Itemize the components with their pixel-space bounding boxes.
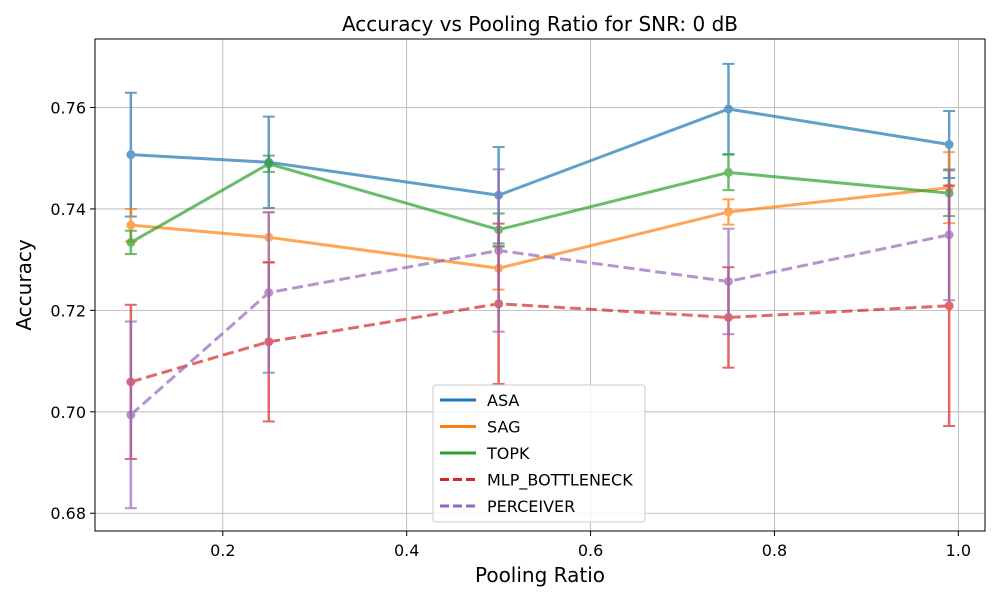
legend: ASA SAG TOPK MLP_BOTTLENECK PERCEIVER: [432, 384, 646, 523]
x-tick-label: 0.2: [210, 541, 235, 560]
data-point: [723, 104, 733, 114]
tick-layer: 0.2 0.4 0.6 0.8 1.0 0.68 0.70 0.72 0.74 0.76: [50, 98, 971, 560]
data-point: [944, 230, 954, 240]
x-tick-label: 0.6: [578, 541, 603, 560]
y-tick-label: 0.70: [50, 403, 86, 422]
data-point: [264, 288, 274, 298]
legend-label: SAG: [487, 418, 521, 437]
x-tick-label: 1.0: [946, 541, 971, 560]
data-point: [126, 237, 136, 247]
chart-title: Accuracy vs Pooling Ratio for SNR: 0 dB: [342, 12, 738, 36]
y-tick-label: 0.72: [50, 301, 86, 320]
x-tick-label: 0.4: [394, 541, 419, 560]
y-tick-label: 0.68: [50, 504, 86, 523]
legend-label: ASA: [487, 391, 519, 410]
data-point: [723, 207, 733, 217]
data-point: [723, 167, 733, 177]
data-point: [264, 159, 274, 169]
legend-box: [432, 384, 646, 523]
y-tick-label: 0.76: [50, 98, 86, 117]
data-point: [126, 220, 136, 230]
data-point: [723, 276, 733, 286]
data-point: [494, 246, 504, 256]
data-point: [944, 140, 954, 150]
series-layer: [124, 62, 956, 510]
plot-frame: [94, 38, 986, 532]
legend-label: TOPK: [486, 444, 530, 463]
series-perceiver: [124, 168, 956, 510]
legend-label: PERCEIVER: [487, 497, 575, 516]
data-point: [126, 410, 136, 420]
y-tick-label: 0.74: [50, 200, 86, 219]
x-tick-label: 0.8: [762, 541, 787, 560]
x-axis-label: Pooling Ratio: [475, 563, 605, 587]
data-point: [944, 301, 954, 311]
y-axis-label: Accuracy: [12, 239, 36, 330]
data-point: [126, 150, 136, 160]
legend-label: MLP_BOTTLENECK: [487, 471, 633, 491]
